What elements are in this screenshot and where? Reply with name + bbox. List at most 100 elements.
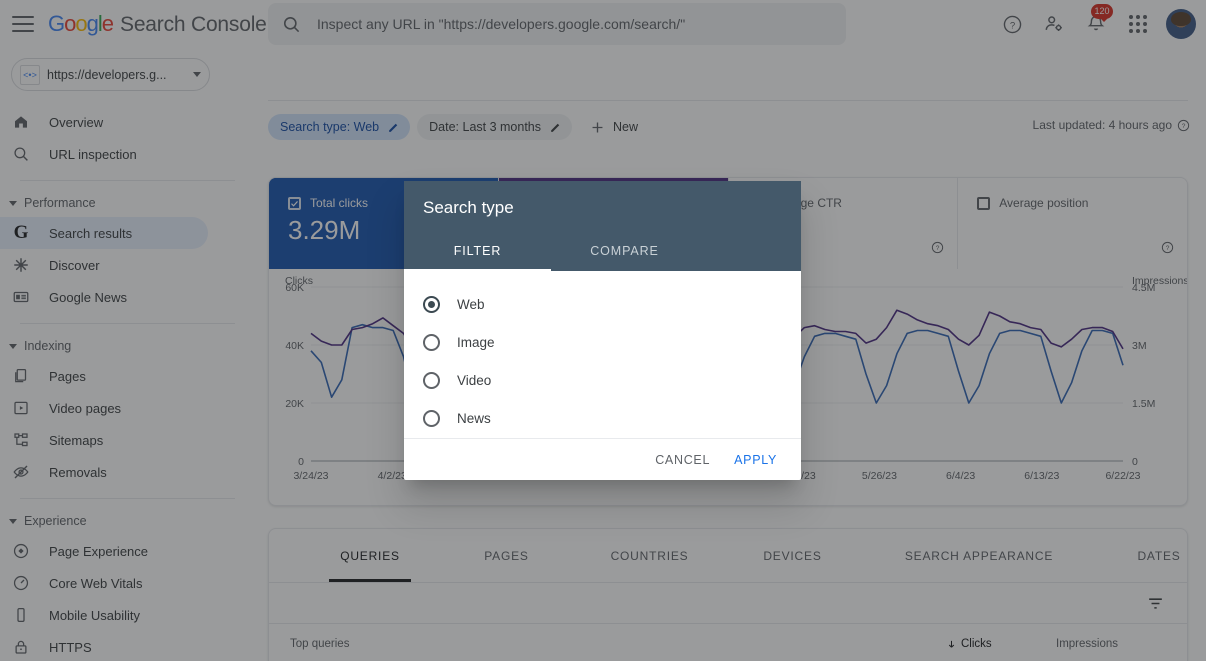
sidebar-item-sitemaps[interactable]: Sitemaps [0, 424, 208, 456]
radio-option-video[interactable]: Video [404, 361, 801, 399]
filter-chip-bar: Search type: Web Date: Last 3 months New [268, 114, 638, 140]
help-circle-icon[interactable]: ? [1161, 241, 1174, 259]
top-bar: Google Search Console Inspect any URL in… [0, 0, 1206, 48]
checkbox-checked-icon [288, 196, 301, 210]
svg-text:?: ? [1166, 245, 1170, 252]
svg-text:?: ? [1182, 122, 1186, 129]
svg-text:5/26/23: 5/26/23 [862, 470, 897, 482]
help-circle-icon[interactable]: ? [931, 241, 944, 259]
core-web-vitals-icon [12, 574, 30, 592]
tab-devices[interactable]: DEVICES [721, 549, 864, 563]
svg-text:Clicks: Clicks [285, 275, 313, 287]
dialog-tab-filter[interactable]: FILTER [404, 236, 551, 271]
mobile-usability-icon [12, 606, 30, 624]
sidebar-item-search-results[interactable]: G Search results [0, 217, 208, 249]
cancel-button[interactable]: CANCEL [655, 452, 711, 467]
news-icon [12, 288, 30, 306]
apps-grid-icon[interactable] [1124, 10, 1152, 38]
notifications-icon[interactable]: 120 [1082, 4, 1113, 38]
sidebar-item-https[interactable]: HTTPS [0, 631, 208, 661]
code-property-icon: <•> [20, 64, 40, 85]
plus-icon [592, 122, 603, 132]
sidebar-item-label: Pages [49, 368, 86, 384]
sidebar-item-core-web-vitals[interactable]: Core Web Vitals [0, 567, 208, 599]
dialog-tabs: FILTER COMPARE [404, 236, 801, 271]
metric-card-average-position[interactable]: Average position? [958, 178, 1187, 269]
column-impressions[interactable]: Impressions [1056, 638, 1118, 650]
filter-chip-search-type[interactable]: Search type: Web [268, 114, 411, 140]
search-input[interactable]: Inspect any URL in "https://developers.g… [268, 3, 846, 45]
radio-option-image[interactable]: Image [404, 323, 801, 361]
dialog-header: Search type FILTER COMPARE [404, 181, 801, 271]
page-experience-icon [12, 542, 30, 560]
apply-button[interactable]: APPLY [734, 452, 777, 467]
sidebar-group-label: Indexing [24, 339, 72, 353]
sidebar-group-experience[interactable]: Experience [0, 507, 255, 535]
sidebar-group-indexing[interactable]: Indexing [0, 332, 255, 360]
sidebar-item-label: Sitemaps [49, 432, 104, 448]
active-tab-underline [329, 579, 411, 582]
avatar[interactable] [1166, 9, 1196, 39]
sidebar-item-label: Video pages [49, 400, 122, 416]
radio-option-news[interactable]: News [404, 399, 801, 437]
pencil-icon [551, 123, 560, 132]
metric-label: Average position [999, 196, 1089, 210]
svg-text:4/2/23: 4/2/23 [378, 470, 407, 482]
chevron-down-icon [193, 72, 201, 77]
tab-countries[interactable]: COUNTRIES [578, 549, 721, 563]
tab-queries[interactable]: QUERIES [305, 549, 435, 563]
filter-chip-date[interactable]: Date: Last 3 months [417, 114, 573, 140]
sidebar-group-label: Experience [24, 514, 87, 528]
chevron-down-icon [9, 518, 17, 524]
radio-button[interactable] [423, 295, 440, 313]
tab-pages[interactable]: PAGES [435, 549, 578, 563]
account-settings-icon[interactable] [1040, 10, 1068, 38]
dialog-title: Search type [423, 198, 514, 217]
sidebar-item-mobile-usability[interactable]: Mobile Usability [0, 599, 208, 631]
column-clicks[interactable]: Clicks [946, 638, 1056, 650]
sidebar-item-video-pages[interactable]: Video pages [0, 392, 208, 424]
tab-label: DEVICES [763, 548, 822, 563]
search-type-dialog: Search type FILTER COMPARE Web Image Video N… [404, 181, 801, 480]
dialog-tab-compare[interactable]: COMPARE [551, 236, 698, 271]
sidebar-item-pages[interactable]: Pages [0, 360, 208, 392]
radio-option-web[interactable]: Web [404, 285, 801, 323]
sidebar-item-google-news[interactable]: Google News [0, 281, 208, 313]
sidebar-item-label: Removals [49, 464, 107, 480]
radio-label: Video [457, 372, 492, 388]
sidebar-group-performance[interactable]: Performance [0, 189, 255, 217]
product-name: Search Console [120, 13, 267, 36]
sidebar-item-discover[interactable]: Discover [0, 249, 208, 281]
svg-text:60K: 60K [285, 282, 304, 294]
radio-label: News [457, 410, 491, 426]
sidebar-item-label: Search results [49, 225, 133, 241]
radio-label: Web [457, 296, 485, 312]
sidebar-item-url-inspection[interactable]: URL inspection [0, 138, 208, 170]
last-updated: Last updated: 4 hours ago ? [1033, 118, 1190, 132]
sidebar-item-overview[interactable]: Overview [0, 106, 208, 138]
hamburger-icon[interactable] [12, 16, 34, 32]
tab-search-appearance[interactable]: SEARCH APPEARANCE [864, 549, 1094, 563]
sidebar-item-page-experience[interactable]: Page Experience [0, 535, 208, 567]
property-selector[interactable]: <•> https://developers.g... [11, 58, 210, 91]
svg-text:3M: 3M [1132, 340, 1147, 352]
brand-logo[interactable]: Google Search Console [48, 11, 267, 37]
radio-button[interactable] [423, 409, 440, 427]
checkbox-unchecked-icon [977, 196, 991, 210]
metric-top-strip [728, 178, 958, 183]
radio-button[interactable] [423, 371, 440, 389]
pages-icon [12, 367, 30, 385]
filter-list-icon[interactable] [1146, 594, 1165, 613]
dialog-tab-label: COMPARE [590, 244, 659, 258]
help-circle-icon[interactable]: ? [1177, 119, 1190, 132]
tab-dates[interactable]: DATES [1094, 549, 1187, 563]
new-filter-button[interactable]: New [589, 119, 638, 136]
google-g-icon: G [13, 222, 29, 243]
sidebar-divider [20, 180, 235, 181]
radio-button[interactable] [423, 333, 440, 351]
sidebar-group-label: Performance [24, 196, 96, 210]
google-logo: Google [48, 11, 114, 36]
sidebar-item-removals[interactable]: Removals [0, 456, 208, 488]
help-icon[interactable]: ? [998, 10, 1026, 38]
